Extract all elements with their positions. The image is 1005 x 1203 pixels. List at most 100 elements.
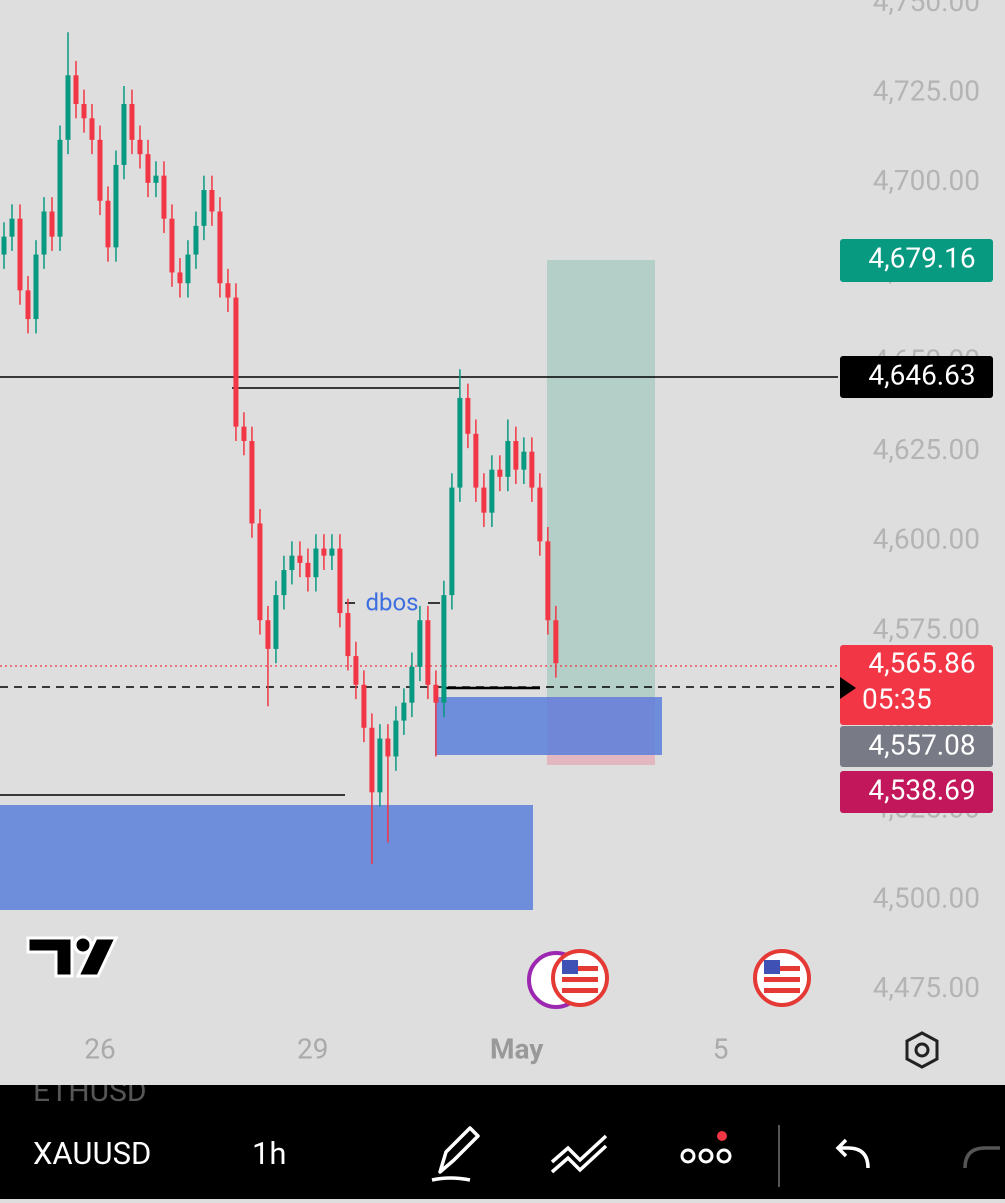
candle-body — [81, 103, 87, 119]
candle-body — [329, 548, 335, 556]
candle-body — [25, 290, 31, 320]
candle-body — [1, 236, 7, 255]
candle-body — [385, 738, 391, 757]
candle-body — [313, 548, 319, 578]
candle-body — [129, 103, 135, 140]
price-tag: 4,565.86 — [868, 646, 975, 679]
candle-body — [473, 433, 479, 488]
candle-body — [65, 75, 71, 140]
candle-body — [297, 555, 303, 563]
interval-button[interactable]: 1h — [252, 1135, 287, 1172]
tag-bg — [840, 726, 993, 767]
candle-body — [185, 254, 191, 284]
candle-body — [121, 103, 127, 165]
annotation: dbos — [365, 588, 418, 616]
y-tick-label: 4,700.00 — [873, 164, 980, 197]
candle-body — [113, 164, 119, 248]
candle-body — [289, 555, 295, 571]
candle-body — [417, 620, 423, 667]
candle-body — [17, 218, 23, 291]
candle-body — [353, 656, 359, 685]
redo-button[interactable] — [963, 1146, 1000, 1169]
x-tick-label: 29 — [297, 1032, 328, 1065]
candle-body — [321, 548, 327, 556]
y-tick-label: 4,750.00 — [873, 0, 980, 18]
event-icon[interactable] — [527, 949, 609, 1009]
demand-zone — [0, 805, 533, 910]
settings-button[interactable] — [905, 1031, 939, 1069]
candle-body — [521, 451, 527, 470]
candle-body — [393, 720, 399, 757]
chart-bg — [0, 0, 1005, 1085]
y-tick-label: 4,575.00 — [873, 612, 980, 645]
candle-body — [177, 272, 183, 284]
candle-body — [233, 297, 239, 427]
candle-body — [345, 613, 351, 657]
candle-body — [337, 548, 343, 614]
hidden-symbol: ETHUSD — [33, 1074, 147, 1109]
demand-zone — [435, 697, 662, 755]
candle-body — [273, 595, 279, 649]
candle-body — [41, 211, 47, 255]
candle-body — [449, 487, 455, 596]
y-tick-label: 4,725.00 — [873, 75, 980, 108]
candle-body — [361, 684, 367, 728]
candle-body — [257, 523, 263, 621]
candle-body — [33, 254, 39, 320]
candle-body — [265, 620, 271, 649]
candle-body — [369, 727, 375, 793]
more-button[interactable] — [680, 1131, 732, 1164]
candle-body — [433, 684, 439, 703]
candle-body — [201, 190, 207, 226]
price-tag: 4,538.69 — [868, 773, 975, 806]
draw-button[interactable] — [431, 1126, 480, 1182]
candle-body — [505, 440, 511, 477]
candle-body — [225, 283, 231, 298]
candle-body — [105, 200, 111, 248]
price-tag: 4,679.16 — [868, 241, 975, 274]
candle-body — [409, 666, 415, 703]
candle-body — [513, 440, 519, 470]
candles — [1, 32, 559, 865]
target-zone — [547, 260, 655, 697]
candle-body — [193, 225, 199, 255]
x-tick-label: 26 — [84, 1032, 115, 1065]
candle-body — [169, 218, 175, 273]
tag-bg — [840, 356, 993, 398]
candle-body — [553, 620, 559, 664]
candle-body — [281, 570, 287, 596]
candle-body — [137, 139, 143, 155]
countdown: 05:35 — [862, 682, 932, 715]
tag-arrow — [840, 677, 856, 699]
x-tick-label: 5 — [713, 1032, 729, 1065]
event-icon[interactable] — [753, 949, 811, 1007]
time-axis: 26 29 May 5 — [84, 1032, 728, 1065]
price-tags: 4,679.16 4,646.63 4,565.86 05:35 4,557.0… — [840, 239, 993, 813]
candle-body — [249, 440, 255, 524]
tag-bg — [840, 239, 993, 282]
candle-body — [217, 211, 223, 284]
undo-button[interactable] — [835, 1138, 870, 1169]
tag-bg — [840, 771, 993, 813]
candle-body — [49, 211, 55, 237]
candle-body — [441, 595, 447, 703]
candle-body — [305, 562, 311, 578]
indicators-button[interactable] — [550, 1134, 608, 1174]
candle-body — [537, 487, 543, 542]
drawings: dbos — [0, 260, 838, 910]
candle-body — [57, 139, 63, 237]
candle-body — [529, 451, 535, 488]
candle-body — [497, 469, 503, 477]
candle-body — [241, 426, 247, 441]
candle-body — [401, 702, 407, 721]
symbol-button[interactable]: XAUUSD — [33, 1135, 151, 1172]
candle-body — [481, 487, 487, 513]
y-tick-label: 4,625.00 — [873, 433, 980, 466]
x-tick-label: May — [490, 1032, 544, 1065]
candle-body — [161, 175, 167, 219]
price-tag: 4,646.63 — [868, 358, 975, 391]
candle-body — [489, 469, 495, 513]
toolbar — [0, 1085, 1005, 1199]
